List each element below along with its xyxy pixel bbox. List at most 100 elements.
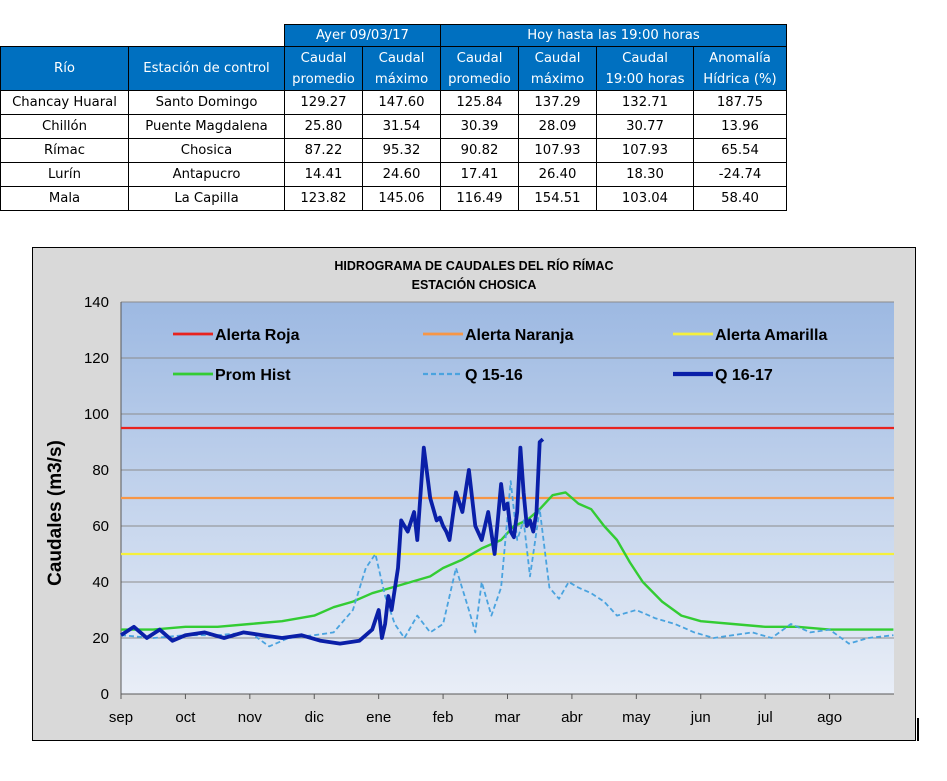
value-cell: 145.06 xyxy=(362,186,441,211)
column-header: Caudal promedio xyxy=(284,46,363,91)
column-header: Caudal máximo xyxy=(518,46,597,91)
value-cell: 132.71 xyxy=(596,90,694,115)
value-cell: 90.82 xyxy=(440,138,519,163)
value-cell: 17.41 xyxy=(440,162,519,187)
legend-label: Q 15-16 xyxy=(465,367,523,384)
column-header-text: Caudal xyxy=(456,50,503,66)
group-header-hoy: Hoy hasta las 19:00 horas xyxy=(440,24,787,47)
column-header-text: Caudal xyxy=(378,50,425,66)
value-cell: 107.93 xyxy=(596,138,694,163)
x-tick-label: abr xyxy=(561,709,583,726)
text-cursor xyxy=(917,718,919,741)
river-cell: Chancay Huaral xyxy=(0,90,129,115)
column-header-text: Hídrica (%) xyxy=(703,71,777,87)
column-header: Caudal 19:00 horas xyxy=(596,46,694,91)
value-cell: 147.60 xyxy=(362,90,441,115)
y-tick-label: 0 xyxy=(101,686,109,703)
value-cell: 14.41 xyxy=(284,162,363,187)
legend-label: Prom Hist xyxy=(215,367,291,384)
column-header: Caudal promedio xyxy=(440,46,519,91)
blank-cell xyxy=(0,24,129,47)
y-tick-label: 120 xyxy=(84,350,109,367)
column-header-text: Estación de control xyxy=(143,61,270,76)
chart-subtitle: ESTACIÓN CHOSICA xyxy=(412,277,537,292)
column-header-text: máximo xyxy=(530,71,585,87)
x-tick-label: mar xyxy=(495,709,521,726)
column-header-text: máximo xyxy=(374,71,429,87)
station-cell: Puente Magdalena xyxy=(128,114,285,139)
y-tick-label: 40 xyxy=(92,574,109,591)
x-tick-label: dic xyxy=(305,709,325,726)
hydrograph-chart: 0 20 40 60 80 100 120 140 sep oct nov dic ene feb mar a… xyxy=(32,247,916,741)
column-header-text: Caudal xyxy=(622,50,668,66)
column-header: Estación de control xyxy=(128,46,285,91)
blank-cell xyxy=(128,24,285,47)
value-cell: 28.09 xyxy=(518,114,597,139)
column-header: Río xyxy=(0,46,129,91)
column-header-text: Caudal xyxy=(534,50,581,66)
value-cell: 30.77 xyxy=(596,114,694,139)
x-tick-label: may xyxy=(622,709,651,726)
table-row: Chancay Huaral Santo Domingo 129.27 147.60 1… xyxy=(0,90,787,115)
value-cell: 95.32 xyxy=(362,138,441,163)
column-header: Caudal máximo xyxy=(362,46,441,91)
value-cell: 187.75 xyxy=(693,90,787,115)
value-cell: 125.84 xyxy=(440,90,519,115)
x-tick-label: jun xyxy=(690,709,711,726)
x-tick-label: ene xyxy=(366,709,391,726)
column-header-row: Río Estación de control Caudal promedio Caud… xyxy=(0,46,787,91)
column-header-text: 19:00 horas xyxy=(605,71,685,87)
value-cell: 129.27 xyxy=(284,90,363,115)
value-cell: 26.40 xyxy=(518,162,597,187)
value-cell: 24.60 xyxy=(362,162,441,187)
value-cell: 154.51 xyxy=(518,186,597,211)
column-header-text: promedio xyxy=(448,71,511,87)
column-header: Anomalía Hídrica (%) xyxy=(693,46,787,91)
river-cell: Chillón xyxy=(0,114,129,139)
value-cell: 25.80 xyxy=(284,114,363,139)
group-header-ayer: Ayer 09/03/17 xyxy=(284,24,441,47)
series-line xyxy=(119,437,545,646)
legend-label: Q 16-17 xyxy=(715,367,773,384)
x-tick-label: oct xyxy=(175,709,196,726)
column-header-text: Anomalía xyxy=(709,50,771,66)
x-tick-label: ago xyxy=(817,709,842,726)
value-cell: 137.29 xyxy=(518,90,597,115)
column-header-text: Río xyxy=(54,61,75,76)
value-cell: 31.54 xyxy=(362,114,441,139)
table-row: Lurín Antapucro 14.41 24.60 17.41 26.40 18.30-… xyxy=(0,162,787,187)
value-cell: 107.93 xyxy=(518,138,597,163)
column-header-text: promedio xyxy=(292,71,355,87)
legend-label: Alerta Amarilla xyxy=(715,327,827,344)
x-tick-label: feb xyxy=(433,709,454,726)
station-cell: Antapucro xyxy=(128,162,285,187)
river-cell: Mala xyxy=(0,186,129,211)
y-tick-label: 100 xyxy=(84,406,109,423)
legend-label: Alerta Naranja xyxy=(465,327,574,344)
chart-canvas: 0 20 40 60 80 100 120 140 sep oct nov dic ene feb mar a… xyxy=(45,258,894,726)
value-cell: 116.49 xyxy=(440,186,519,211)
value-cell: 13.96 xyxy=(693,114,787,139)
y-tick-label: 60 xyxy=(92,518,109,535)
river-cell: Rímac xyxy=(0,138,129,163)
table-row: Rímac Chosica 87.22 95.32 90.82 107.93 107.93 6… xyxy=(0,138,787,163)
x-tick-label: nov xyxy=(238,709,263,726)
river-cell: Lurín xyxy=(0,162,129,187)
flow-table: Ayer 09/03/17 Hoy hasta las 19:00 horas … xyxy=(0,24,787,211)
x-tick-label: sep xyxy=(109,709,133,726)
station-cell: La Capilla xyxy=(128,186,285,211)
legend-label: Alerta Roja xyxy=(215,327,300,344)
y-tick-label: 80 xyxy=(92,462,109,479)
y-tick-label: 20 xyxy=(92,630,109,647)
y-axis-label: Caudales (m3/s) xyxy=(45,440,66,586)
value-cell: 87.22 xyxy=(284,138,363,163)
value-cell: 65.54 xyxy=(693,138,787,163)
table-row: Mala La Capilla 123.82 145.06 116.49 154.51 10… xyxy=(0,186,787,211)
chart-title: HIDROGRAMA DE CAUDALES DEL RÍO RÍMAC xyxy=(334,258,613,273)
column-header-text: Caudal xyxy=(300,50,347,66)
station-cell: Chosica xyxy=(128,138,285,163)
value-cell: 123.82 xyxy=(284,186,363,211)
table-body: Chancay Huaral Santo Domingo 129.27 147.60 1… xyxy=(0,90,787,211)
series-line xyxy=(120,480,894,648)
value-cell: 18.30 xyxy=(596,162,694,187)
